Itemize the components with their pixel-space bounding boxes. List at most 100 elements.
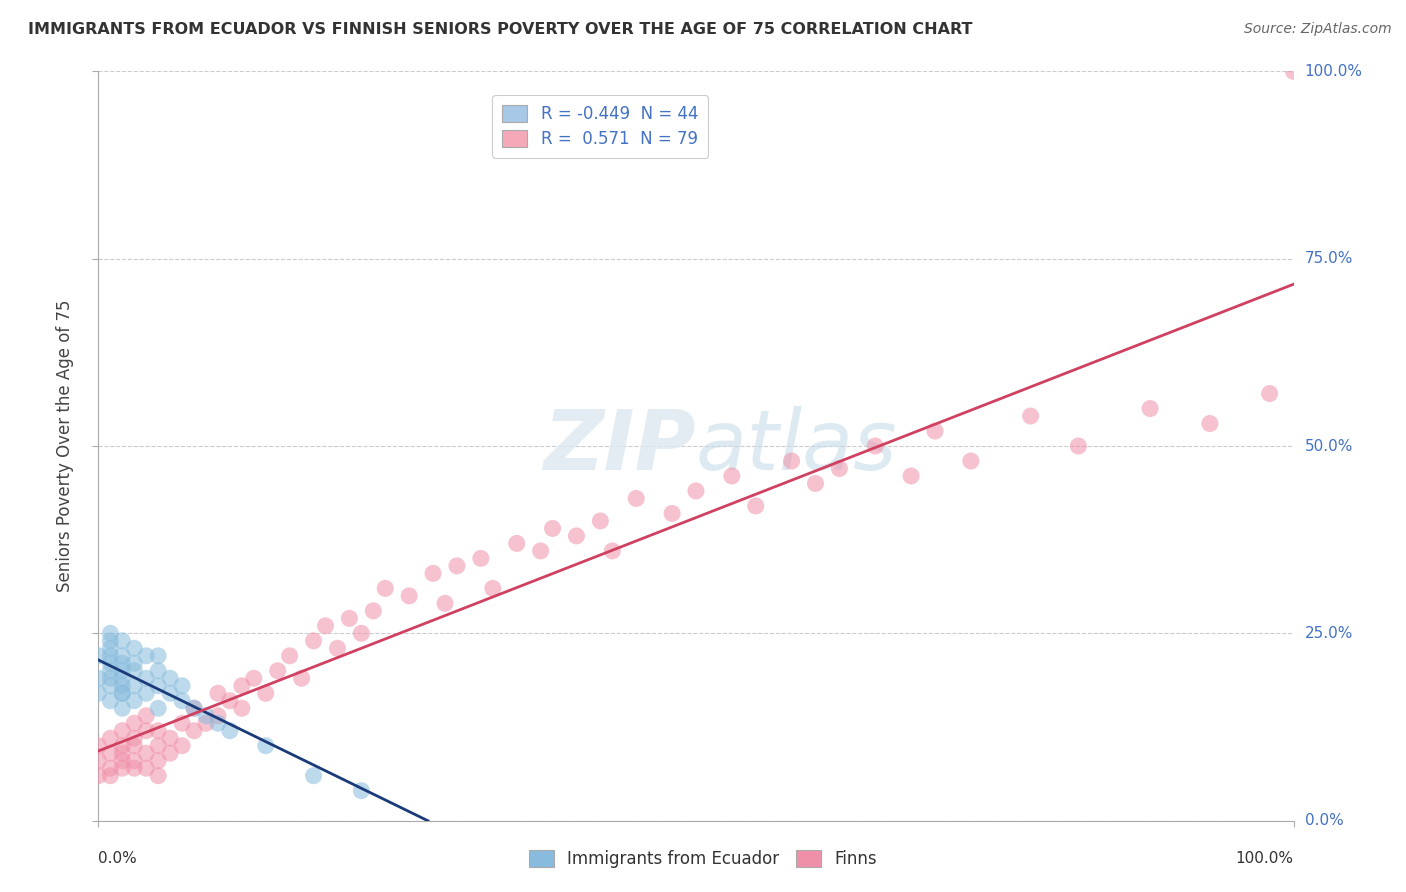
Point bbox=[172, 694, 194, 708]
Point bbox=[98, 746, 122, 760]
Point bbox=[159, 731, 181, 746]
Point bbox=[135, 723, 157, 738]
Point bbox=[98, 657, 122, 671]
Point bbox=[111, 657, 134, 671]
Point bbox=[302, 633, 325, 648]
Legend: R = -0.449  N = 44, R =  0.571  N = 79: R = -0.449 N = 44, R = 0.571 N = 79 bbox=[492, 95, 709, 158]
Point bbox=[124, 657, 146, 671]
Point bbox=[530, 544, 553, 558]
Point bbox=[183, 701, 205, 715]
Point bbox=[111, 686, 134, 700]
Point bbox=[135, 761, 157, 775]
Point bbox=[254, 739, 277, 753]
Point bbox=[446, 558, 468, 573]
Point bbox=[231, 679, 253, 693]
Point bbox=[124, 694, 146, 708]
Point bbox=[111, 761, 134, 775]
Point bbox=[422, 566, 444, 581]
Point bbox=[111, 686, 134, 700]
Point bbox=[124, 761, 146, 775]
Point bbox=[804, 476, 827, 491]
Text: atlas: atlas bbox=[696, 406, 897, 486]
Point bbox=[745, 499, 768, 513]
Point bbox=[865, 439, 887, 453]
Point bbox=[135, 746, 157, 760]
Point bbox=[183, 723, 205, 738]
Point bbox=[135, 686, 157, 700]
Point bbox=[111, 746, 134, 760]
Text: 100.0%: 100.0% bbox=[1236, 851, 1294, 865]
Point bbox=[1019, 409, 1042, 423]
Point bbox=[148, 664, 170, 678]
Point bbox=[589, 514, 612, 528]
Point bbox=[207, 716, 229, 731]
Point bbox=[339, 611, 361, 625]
Point bbox=[254, 686, 277, 700]
Point bbox=[219, 723, 242, 738]
Point bbox=[124, 731, 146, 746]
Point bbox=[541, 521, 564, 535]
Point bbox=[1282, 64, 1305, 78]
Point bbox=[183, 701, 205, 715]
Text: 0.0%: 0.0% bbox=[1305, 814, 1343, 828]
Point bbox=[87, 769, 110, 783]
Point bbox=[374, 582, 396, 596]
Point bbox=[721, 469, 744, 483]
Point bbox=[98, 626, 122, 640]
Point bbox=[87, 754, 110, 768]
Text: ZIP: ZIP bbox=[543, 406, 696, 486]
Point bbox=[135, 671, 157, 685]
Point bbox=[231, 701, 253, 715]
Point bbox=[148, 648, 170, 663]
Point bbox=[780, 454, 803, 468]
Text: 50.0%: 50.0% bbox=[1305, 439, 1353, 453]
Point bbox=[111, 671, 134, 685]
Point bbox=[565, 529, 588, 543]
Point bbox=[1258, 386, 1281, 401]
Point bbox=[148, 739, 170, 753]
Point bbox=[363, 604, 385, 618]
Point bbox=[124, 641, 146, 656]
Point bbox=[685, 483, 707, 498]
Point bbox=[98, 671, 122, 685]
Point bbox=[148, 769, 170, 783]
Point bbox=[159, 671, 181, 685]
Point bbox=[111, 739, 134, 753]
Point bbox=[148, 701, 170, 715]
Point bbox=[124, 739, 146, 753]
Text: IMMIGRANTS FROM ECUADOR VS FINNISH SENIORS POVERTY OVER THE AGE OF 75 CORRELATIO: IMMIGRANTS FROM ECUADOR VS FINNISH SENIO… bbox=[28, 22, 973, 37]
Text: 100.0%: 100.0% bbox=[1305, 64, 1362, 78]
Point bbox=[98, 761, 122, 775]
Point bbox=[98, 633, 122, 648]
Point bbox=[1199, 417, 1222, 431]
Point bbox=[159, 746, 181, 760]
Point bbox=[828, 461, 851, 475]
Text: Source: ZipAtlas.com: Source: ZipAtlas.com bbox=[1244, 22, 1392, 37]
Point bbox=[148, 754, 170, 768]
Point bbox=[278, 648, 301, 663]
Point bbox=[124, 679, 146, 693]
Point bbox=[87, 648, 110, 663]
Point bbox=[98, 664, 122, 678]
Point bbox=[172, 739, 194, 753]
Point bbox=[98, 769, 122, 783]
Point bbox=[1067, 439, 1090, 453]
Point bbox=[111, 633, 134, 648]
Point bbox=[195, 716, 218, 731]
Point bbox=[124, 716, 146, 731]
Point bbox=[172, 679, 194, 693]
Point bbox=[291, 671, 314, 685]
Point bbox=[124, 664, 146, 678]
Point bbox=[98, 731, 122, 746]
Point bbox=[98, 694, 122, 708]
Point bbox=[148, 723, 170, 738]
Y-axis label: Seniors Poverty Over the Age of 75: Seniors Poverty Over the Age of 75 bbox=[56, 300, 75, 592]
Text: 25.0%: 25.0% bbox=[1305, 626, 1353, 640]
Point bbox=[1139, 401, 1161, 416]
Point bbox=[900, 469, 922, 483]
Point bbox=[111, 701, 134, 715]
Point bbox=[98, 679, 122, 693]
Point bbox=[315, 619, 337, 633]
Point bbox=[960, 454, 983, 468]
Point bbox=[207, 686, 229, 700]
